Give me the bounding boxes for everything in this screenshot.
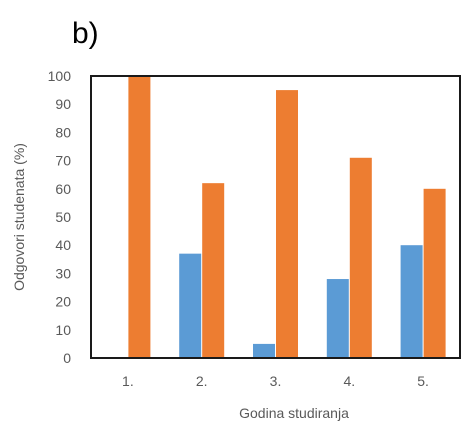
- y-tick-label: 70: [55, 153, 71, 169]
- bar-series-2-4: [349, 157, 372, 358]
- y-tick-label: 90: [55, 96, 71, 112]
- y-tick-label: 30: [55, 265, 71, 281]
- bar-series-1-3: [253, 343, 275, 358]
- y-tick-label: 100: [48, 68, 72, 84]
- plot-frame: [90, 75, 461, 359]
- bar-series-1-2: [179, 253, 202, 358]
- bar-series-1-4: [326, 279, 349, 358]
- bar-series-2-5: [423, 188, 446, 358]
- x-tick-label: 3.: [270, 373, 282, 389]
- y-tick-label: 80: [55, 124, 71, 140]
- x-tick-label: 1.: [122, 373, 134, 389]
- x-axis-title: Godina studiranja: [239, 405, 349, 421]
- bars: [128, 76, 446, 358]
- bar-series-2-3: [276, 90, 298, 358]
- x-axis-ticks: 1. 2. 3. 4. 5.: [122, 373, 429, 389]
- panel-label: b): [72, 17, 99, 50]
- bar-series-2-2: [202, 183, 225, 358]
- bar-series-1-5: [400, 245, 423, 358]
- y-tick-label: 0: [63, 350, 71, 366]
- y-axis-ticks: 0 10 20 30 40 50 60 70 80 90 100: [48, 68, 72, 366]
- y-tick-label: 50: [55, 209, 71, 225]
- bar-series-2-1: [128, 76, 151, 358]
- x-tick-label: 2.: [196, 373, 208, 389]
- x-tick-label: 4.: [343, 373, 355, 389]
- y-tick-label: 20: [55, 294, 71, 310]
- x-tick-label: 5.: [417, 373, 429, 389]
- y-tick-label: 40: [55, 237, 71, 253]
- y-tick-label: 10: [55, 322, 71, 338]
- y-axis-title: Odgovori studenata (%): [11, 143, 27, 291]
- y-tick-label: 60: [55, 181, 71, 197]
